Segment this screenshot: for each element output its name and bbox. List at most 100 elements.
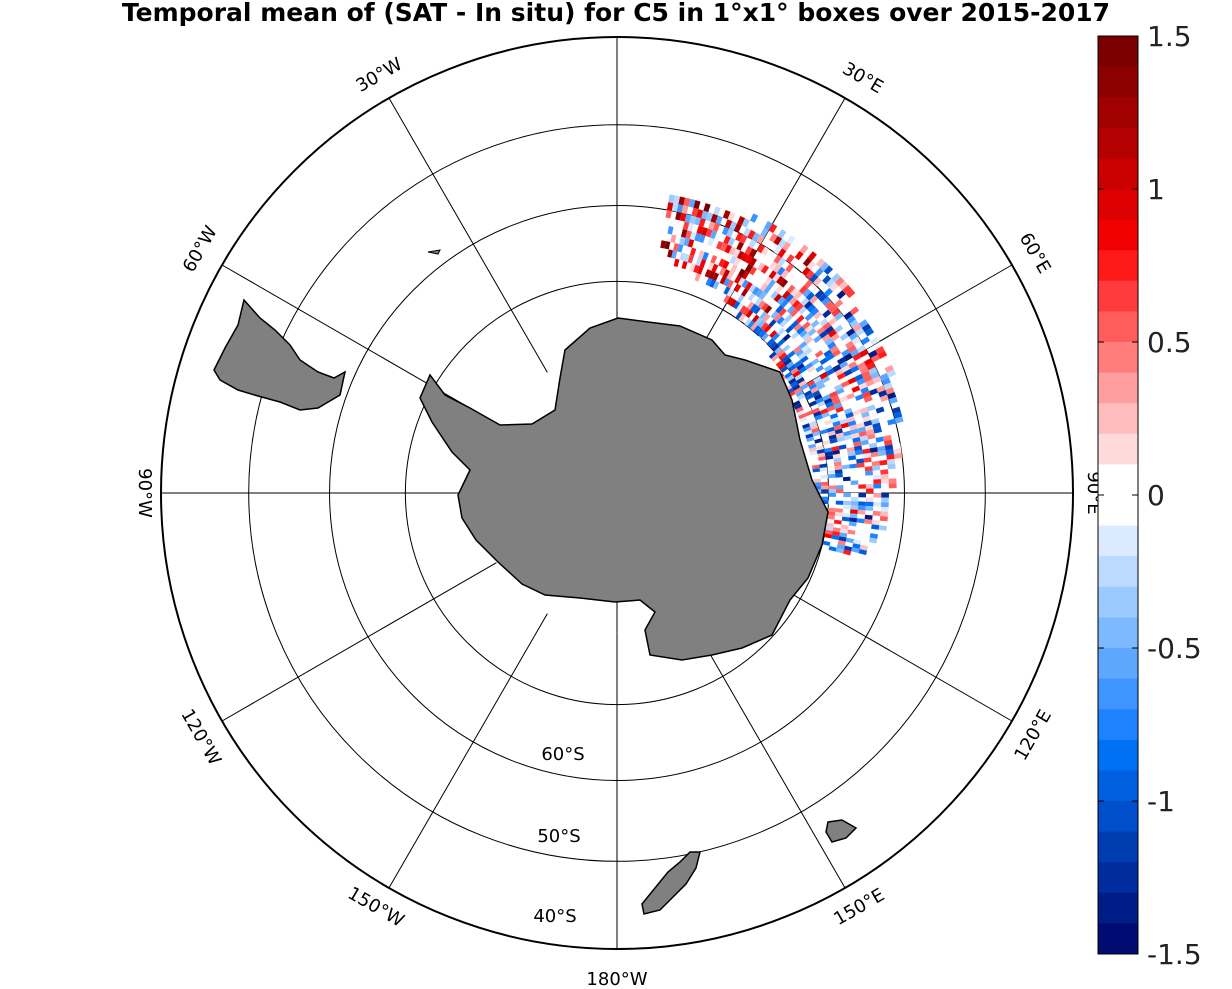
colorbar-band [1098, 464, 1138, 496]
data-cell [831, 416, 840, 424]
data-cell [710, 213, 718, 223]
data-cell [751, 295, 759, 304]
data-cell [788, 377, 797, 385]
data-cell [703, 219, 711, 229]
data-cell [794, 250, 804, 261]
colorbar-band [1098, 433, 1138, 465]
data-cell [886, 454, 895, 460]
data-cell [727, 211, 736, 222]
data-cell [858, 319, 869, 328]
data-cell [836, 493, 844, 497]
data-cell [689, 231, 697, 241]
data-cell [696, 225, 704, 235]
data-cell [835, 547, 845, 554]
data-cell [712, 272, 720, 281]
data-cell [812, 464, 820, 470]
data-cell [875, 436, 884, 443]
colorbar-band [1098, 127, 1138, 159]
data-cell [797, 352, 807, 360]
data-cell [850, 428, 859, 435]
data-cell [752, 286, 760, 296]
data-cell [780, 269, 790, 279]
data-cell [821, 296, 831, 306]
data-cell [770, 310, 779, 320]
south-america-tip [213, 298, 347, 411]
data-cell [850, 348, 860, 358]
data-cell [698, 250, 705, 259]
data-cell [823, 265, 834, 275]
colorbar-band [1098, 342, 1138, 374]
data-cell [842, 430, 852, 437]
lon-label-90w: 90°W [134, 468, 155, 518]
data-cell [856, 458, 865, 464]
data-cell [804, 362, 814, 370]
data-cell [685, 230, 692, 239]
data-cell [888, 483, 897, 489]
data-cell [805, 291, 815, 301]
data-cell [865, 501, 874, 507]
data-cell [848, 525, 857, 531]
data-cell [823, 349, 833, 358]
data-cell [871, 519, 880, 526]
data-cell [868, 366, 878, 375]
data-cell [786, 305, 796, 314]
data-cell [840, 380, 850, 388]
data-cell [814, 350, 824, 358]
data-cell [798, 254, 808, 264]
data-cell [780, 365, 789, 373]
data-cell [691, 207, 699, 217]
data-cell [865, 506, 874, 511]
data-cell [771, 281, 780, 291]
data-cell [858, 484, 866, 489]
data-cell [760, 227, 769, 238]
data-cell [757, 262, 766, 272]
data-cell [883, 382, 893, 390]
data-cell [859, 366, 869, 374]
data-cell [836, 436, 845, 443]
data-cell [759, 282, 768, 292]
data-cell [819, 330, 829, 339]
data-cell [864, 519, 873, 525]
data-cell [806, 260, 816, 271]
lon-label-30e: 30°E [839, 58, 887, 98]
data-cell [718, 233, 727, 243]
data-cell [887, 392, 897, 400]
data-cell [841, 364, 851, 373]
data-cell [778, 307, 787, 317]
data-cell [809, 273, 819, 283]
data-cell [757, 253, 766, 263]
data-cell [832, 527, 841, 533]
data-cell [744, 318, 752, 327]
data-cell [848, 361, 858, 369]
data-cell [793, 345, 802, 354]
data-cell [776, 349, 785, 357]
data-cell [859, 349, 869, 358]
data-cell [867, 433, 876, 440]
data-cell [666, 202, 674, 211]
data-cell [829, 412, 839, 420]
data-cell [839, 360, 849, 369]
data-cell [709, 279, 716, 288]
data-cell [730, 264, 738, 274]
data-cell [747, 320, 755, 329]
data-cell [723, 277, 731, 287]
data-cell [869, 388, 879, 396]
data-cell [726, 288, 734, 297]
data-cell [863, 340, 873, 350]
data-cell [746, 301, 755, 310]
data-cell [665, 209, 672, 219]
data-cell [839, 418, 848, 425]
map-boundary [160, 36, 1074, 950]
data-cell [713, 206, 721, 216]
data-cell [879, 372, 889, 381]
data-cell [743, 227, 752, 237]
data-cell [835, 473, 843, 478]
lon-label-60w: 60°W [179, 222, 222, 276]
data-cell [864, 327, 875, 337]
data-cell [822, 274, 832, 285]
data-cell [881, 377, 891, 386]
data-cell [708, 270, 716, 280]
data-cell [832, 453, 841, 459]
data-cell [776, 266, 786, 276]
